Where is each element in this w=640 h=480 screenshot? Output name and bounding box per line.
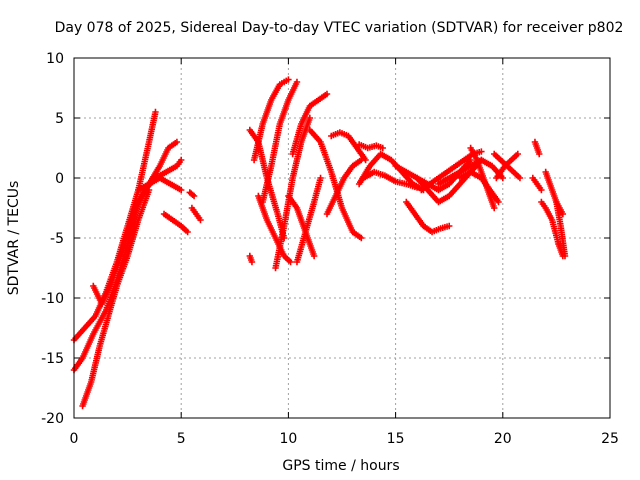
y-tick-label: -5 (50, 231, 64, 247)
y-tick-label: 5 (55, 111, 64, 127)
data-point-marker (306, 114, 314, 122)
data-point-marker (287, 258, 294, 266)
y-axis-label: SDTVAR / TECUs (6, 181, 22, 296)
y-tick-label: -15 (41, 351, 64, 367)
data-point-marker (152, 108, 159, 116)
data-point-marker (317, 174, 324, 182)
x-tick-label: 5 (177, 431, 186, 447)
y-tick-label: -20 (41, 411, 64, 427)
series-arc31 (491, 150, 524, 182)
data-point-marker (413, 184, 421, 191)
series-arc17 (285, 192, 318, 260)
data-point-marker (446, 222, 453, 230)
series-arc13 (259, 78, 301, 206)
axis-ticks: 0 5 10 15 20 25 -20 -15 -10 -5 0 5 10 (41, 51, 619, 447)
chart-title: Day 078 of 2025, Sidereal Day-to-day VTE… (55, 20, 624, 36)
series-arc7 (188, 204, 204, 224)
series-arc14 (272, 114, 314, 272)
data-point-marker (190, 192, 198, 200)
series-arc8 (186, 189, 198, 200)
data-point-marker (285, 76, 292, 83)
series-arc35 (538, 198, 562, 248)
data-point-marker (178, 186, 185, 194)
x-tick-label: 10 (279, 431, 297, 447)
series-arc26 (418, 148, 485, 194)
data-point-marker (516, 174, 524, 182)
data-point-marker (178, 156, 185, 164)
x-tick-label: 25 (601, 431, 619, 447)
data-point-marker (559, 252, 567, 260)
series-arc30 (456, 168, 502, 206)
series-arc20 (323, 156, 365, 218)
series-arc19 (328, 129, 369, 164)
data-point-marker (293, 78, 301, 86)
data-point-marker (478, 148, 485, 155)
series-arc32 (493, 150, 522, 182)
data-point-marker (514, 150, 522, 158)
series-arc33 (531, 138, 543, 158)
data-point-marker (173, 138, 181, 146)
data-point-marker (323, 90, 331, 98)
x-tick-label: 0 (70, 431, 79, 447)
x-tick-label: 20 (494, 431, 512, 447)
y-tick-label: 10 (46, 51, 64, 67)
y-tick-label: -10 (41, 291, 64, 307)
data-point-marker (310, 252, 318, 260)
data-point-marker (495, 198, 502, 206)
x-tick-label: 15 (387, 431, 405, 447)
data-point-marker (536, 150, 543, 158)
data-point-marker (491, 204, 498, 212)
series-arc34 (529, 174, 545, 194)
series-arc6 (160, 210, 191, 236)
series-arc9 (246, 252, 256, 266)
data-point-marker (184, 228, 191, 236)
data-point-marker (197, 216, 204, 224)
data-point-marker (559, 210, 567, 218)
series-arc3 (79, 186, 153, 410)
series-arc22 (355, 141, 386, 152)
data-point-marker (248, 258, 256, 266)
series-arc1 (70, 108, 159, 344)
data-point-marker (358, 156, 365, 164)
data-point-marker (538, 186, 545, 194)
data-point-marker (358, 234, 365, 242)
y-tick-label: 0 (55, 171, 64, 187)
x-axis-label: GPS time / hours (282, 458, 399, 474)
series-arc38 (555, 240, 567, 260)
series-arc11 (250, 76, 292, 164)
data-point-marker (499, 174, 506, 182)
data-point-marker (379, 144, 386, 152)
data-points (70, 76, 569, 410)
series-arc23 (360, 168, 421, 191)
series-arc15 (289, 90, 331, 158)
series-arc25 (403, 198, 453, 236)
series-arc5 (135, 174, 185, 194)
